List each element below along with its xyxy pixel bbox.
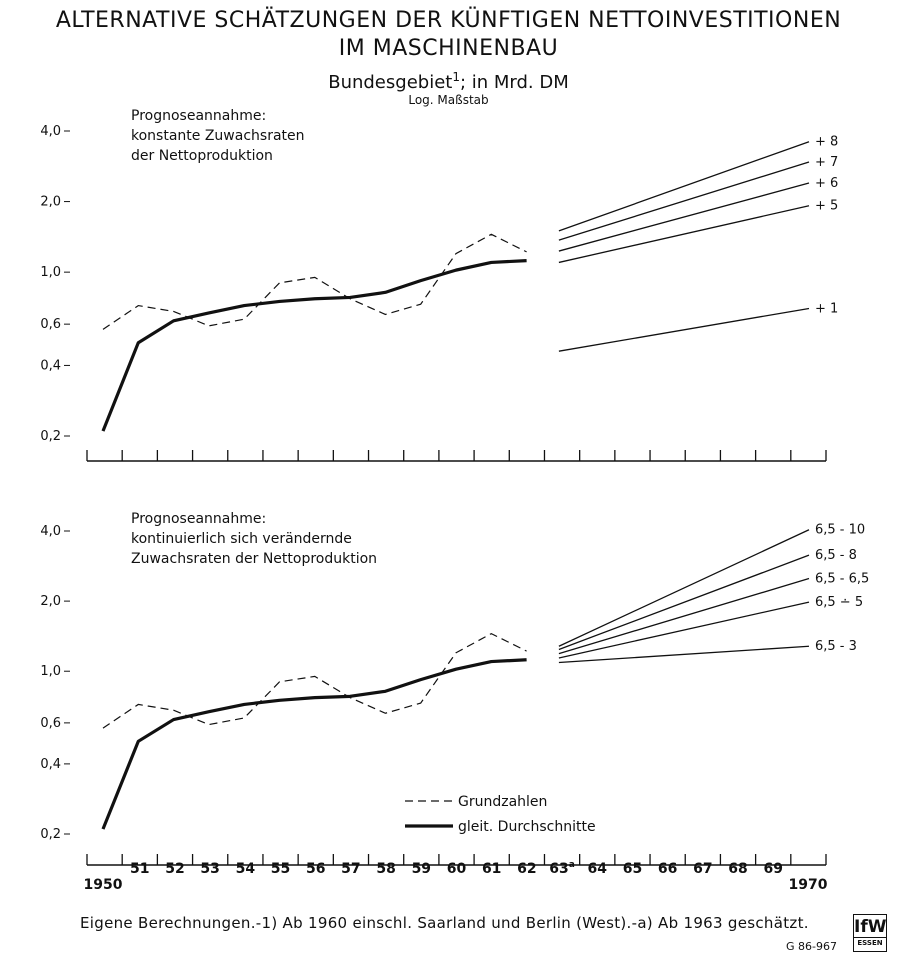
- x-tick-label: 66: [658, 861, 677, 877]
- x-tick-label: 69: [763, 861, 782, 877]
- legend-label-grundzahlen: Grundzahlen: [458, 794, 547, 810]
- chart-subtitle: Bundesgebiet1; in Mrd. DM: [0, 70, 897, 93]
- x-tick-label: 56: [306, 861, 325, 877]
- y-tick-label: 1,0: [40, 265, 61, 280]
- x-tick-label: 54: [236, 861, 256, 877]
- y-tick-label: 4,0: [40, 124, 61, 139]
- projection-label: 6,5 - 8: [815, 548, 857, 563]
- x-tick-label: 63a: [549, 860, 575, 877]
- logo-main: IfW: [854, 917, 887, 937]
- x-tick-label: 57: [341, 861, 360, 877]
- x-tick-label: 59: [412, 861, 431, 877]
- x-tick-label: 67: [693, 861, 712, 877]
- y-tick-label: 0,6: [40, 716, 61, 731]
- projection-label: 6,5 - 3: [815, 639, 857, 654]
- series-grundzahlen: [102, 233, 527, 330]
- annotation-text: konstante Zuwachsraten: [131, 128, 305, 144]
- projection-line: [558, 182, 810, 252]
- projection-line: [558, 307, 810, 352]
- y-tick-label: 0,4: [40, 358, 61, 373]
- logo-sub: ESSEN: [854, 937, 886, 948]
- y-tick-label: 0,6: [40, 317, 61, 332]
- x-tick-label: 60: [447, 861, 467, 877]
- x-tick-label: 64: [588, 861, 608, 877]
- chart-title-line1: ALTERNATIVE SCHÄTZUNGEN DER KÜNFTIGEN NE…: [55, 8, 842, 33]
- x-tick-label: 68: [728, 861, 747, 877]
- projection-line: [558, 601, 810, 659]
- x-tick-label: 55: [271, 861, 290, 877]
- projection-label: 6,5 ∸ 5: [815, 595, 863, 610]
- projection-label: + 6: [815, 176, 838, 191]
- figure-code: G 86-967: [786, 940, 837, 953]
- y-tick-label: 0,2: [40, 827, 61, 842]
- projection-label: + 1: [815, 301, 838, 316]
- ifw-logo: IfW ESSEN: [853, 914, 887, 952]
- annotation-text: kontinuierlich sich verändernde: [131, 531, 352, 547]
- y-tick-label: 0,4: [40, 757, 61, 772]
- x-tick-label: 58: [376, 861, 395, 877]
- series-gleitende-durchschnitte: [101, 658, 527, 830]
- projection-line: [558, 529, 810, 647]
- annotation-text: Prognoseannahme:: [131, 511, 266, 527]
- projection-label: + 7: [815, 155, 838, 170]
- legend-label-durchschnitte: gleit. Durchschnitte: [458, 819, 596, 835]
- subtitle-unit: ; in Mrd. DM: [459, 72, 569, 93]
- subtitle-main: Bundesgebiet: [328, 72, 453, 93]
- projection-line: [558, 645, 810, 664]
- x-tick-superscript: a: [569, 860, 575, 870]
- projection-label: + 5: [815, 199, 838, 214]
- subtitle-footnote-mark: 1: [452, 70, 460, 84]
- annotation-text: Prognoseannahme:: [131, 108, 266, 124]
- x-tick-label: 1950: [84, 877, 123, 893]
- chart-title-line2: IM MASCHINENBAU: [338, 36, 559, 61]
- projection-label: 6,5 - 6,5: [815, 572, 869, 587]
- projection-line: [558, 577, 810, 655]
- x-tick-label: 52: [165, 861, 184, 877]
- series-gleitende-durchschnitte: [101, 259, 527, 432]
- series-grundzahlen: [102, 632, 527, 729]
- projection-line: [558, 161, 810, 241]
- x-tick-label: 62: [517, 861, 536, 877]
- x-tick-label: 1970: [789, 877, 828, 893]
- x-tick-label: 65: [623, 861, 642, 877]
- projection-label: + 8: [815, 135, 838, 150]
- y-tick-label: 0,2: [40, 429, 61, 444]
- annotation-text: Zuwachsraten der Nettoproduktion: [131, 551, 377, 567]
- scale-note: Log. Maßstab: [408, 93, 489, 107]
- y-tick-label: 1,0: [40, 664, 61, 679]
- y-tick-label: 2,0: [40, 594, 61, 609]
- projection-label: 6,5 - 10: [815, 523, 865, 538]
- y-tick-label: 2,0: [40, 195, 61, 210]
- projection-line: [558, 141, 810, 232]
- x-tick-label: 53: [200, 861, 219, 877]
- y-tick-label: 4,0: [40, 524, 61, 539]
- projection-line: [558, 205, 810, 264]
- projection-line: [558, 554, 810, 651]
- x-tick-label: 51: [130, 861, 149, 877]
- x-tick-label: 61: [482, 861, 501, 877]
- annotation-text: der Nettoproduktion: [131, 148, 273, 164]
- footnote: Eigene Berechnungen.-1) Ab 1960 einschl.…: [80, 914, 809, 932]
